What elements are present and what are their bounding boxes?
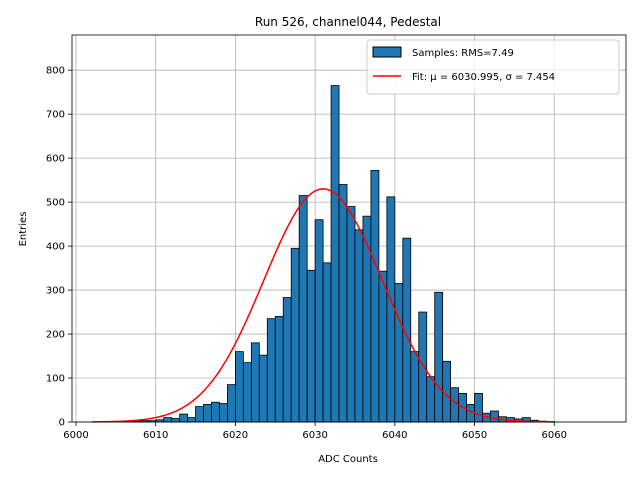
y-tick-label: 0 — [59, 418, 65, 429]
plot-frame — [71, 34, 627, 423]
histogram-bar — [322, 262, 332, 423]
histogram-bar — [203, 404, 212, 423]
histogram-bars — [123, 85, 555, 423]
histogram-bar — [266, 318, 276, 423]
chart-title: Run 526, channel044, Pedestal — [255, 15, 441, 29]
x-tick-label: 6010 — [143, 430, 168, 441]
histogram-bar — [338, 184, 348, 423]
histogram-bar — [474, 393, 483, 423]
legend-box — [366, 39, 620, 95]
histogram-bar — [211, 401, 220, 423]
x-tick-label: 6000 — [63, 430, 88, 441]
histogram-bar — [274, 316, 284, 423]
y-tick-label: 200 — [46, 330, 65, 341]
y-axis-label: Entries — [18, 212, 29, 247]
histogram-bar — [306, 269, 316, 423]
histogram-bar — [242, 362, 252, 423]
histogram-bar — [394, 283, 404, 423]
y-tick-label: 800 — [46, 66, 65, 77]
x-tick-label: 6030 — [302, 430, 327, 441]
histogram-bar — [195, 406, 204, 423]
histogram-bar — [370, 170, 380, 423]
histogram-bar — [250, 342, 260, 423]
histogram-bar — [330, 85, 340, 423]
histogram-bar — [434, 291, 444, 423]
histogram-bar — [187, 417, 196, 423]
y-axis-ticks: 0 100 200 300 400 500 600 700 800 — [46, 66, 72, 429]
histogram-bar — [490, 410, 499, 423]
x-axis-label: ADC Counts — [318, 454, 378, 465]
histogram-bar — [298, 195, 308, 423]
histogram-bar — [290, 247, 300, 423]
histogram-bar — [227, 384, 236, 423]
histogram-bar — [258, 354, 268, 423]
y-tick-label: 700 — [46, 110, 65, 121]
fit-curve — [91, 188, 555, 423]
histogram-bar — [410, 351, 420, 423]
histogram-bar — [362, 215, 372, 423]
legend-histogram-swatch — [372, 46, 402, 58]
x-tick-label: 6060 — [542, 430, 567, 441]
histogram-bar — [450, 387, 460, 423]
y-tick-label: 600 — [46, 154, 65, 165]
histogram-bar — [179, 413, 188, 423]
histogram-bar — [346, 206, 356, 423]
y-tick-label: 300 — [46, 286, 65, 297]
histogram-bar — [418, 311, 428, 423]
legend-histogram-label: Samples: RMS=7.49 — [412, 48, 514, 59]
x-tick-label: 6040 — [382, 430, 407, 441]
histogram-bar — [219, 403, 228, 423]
histogram-bar — [235, 351, 244, 423]
histogram-bar — [354, 229, 364, 423]
histogram-bar — [282, 297, 292, 423]
histogram-bar — [163, 417, 173, 423]
x-tick-label: 6020 — [223, 430, 248, 441]
legend: Samples: RMS=7.49 Fit: μ = 6030.995, σ =… — [366, 39, 620, 95]
histogram-bar — [314, 219, 324, 423]
y-tick-label: 500 — [46, 198, 65, 209]
x-axis-ticks: 6000 6010 6020 6030 6040 6050 6060 — [63, 422, 567, 441]
y-tick-label: 400 — [46, 242, 65, 253]
x-tick-label: 6050 — [462, 430, 487, 441]
histogram-bar — [171, 418, 181, 423]
histogram-bar — [426, 376, 436, 423]
histogram-bar — [378, 270, 388, 423]
y-tick-label: 100 — [46, 374, 65, 385]
histogram-bar — [386, 196, 396, 423]
legend-fit-label: Fit: μ = 6030.995, σ = 7.454 — [412, 72, 555, 83]
